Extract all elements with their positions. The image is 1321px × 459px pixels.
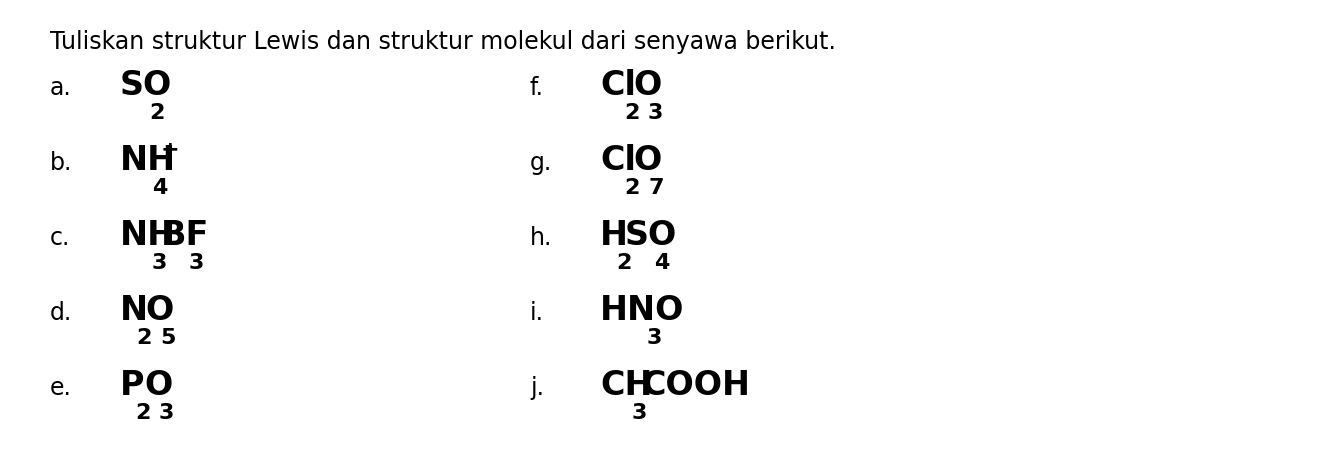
Text: 2: 2 [624, 178, 639, 198]
Text: 3: 3 [189, 253, 205, 273]
Text: 3: 3 [649, 103, 663, 123]
Text: i.: i. [530, 301, 544, 325]
Text: O: O [144, 369, 172, 402]
Text: N: N [120, 294, 148, 327]
Text: 4: 4 [152, 178, 168, 198]
Text: 3: 3 [647, 328, 662, 348]
Text: 2: 2 [149, 103, 164, 123]
Text: f.: f. [530, 76, 544, 100]
Text: c.: c. [50, 226, 70, 250]
Text: e.: e. [50, 376, 71, 400]
Text: COOH: COOH [641, 369, 750, 402]
Text: j.: j. [530, 376, 544, 400]
Text: SO: SO [120, 69, 172, 102]
Text: 7: 7 [649, 178, 663, 198]
Text: CH: CH [600, 369, 653, 402]
Text: a.: a. [50, 76, 71, 100]
Text: Cl: Cl [600, 144, 635, 177]
Text: h.: h. [530, 226, 552, 250]
Text: 2: 2 [624, 103, 639, 123]
Text: H: H [600, 219, 627, 252]
Text: 5: 5 [160, 328, 176, 348]
Text: 3: 3 [152, 253, 168, 273]
Text: 2: 2 [616, 253, 631, 273]
Text: O: O [633, 144, 662, 177]
Text: NH: NH [120, 144, 176, 177]
Text: +: + [161, 140, 180, 160]
Text: BF: BF [161, 219, 209, 252]
Text: 2: 2 [135, 403, 151, 423]
Text: NH: NH [120, 219, 176, 252]
Text: b.: b. [50, 151, 73, 175]
Text: Cl: Cl [600, 69, 635, 102]
Text: O: O [633, 69, 662, 102]
Text: SO: SO [625, 219, 678, 252]
Text: 3: 3 [159, 403, 174, 423]
Text: O: O [145, 294, 173, 327]
Text: Tuliskan struktur Lewis dan struktur molekul dari senyawa berikut.: Tuliskan struktur Lewis dan struktur mol… [50, 30, 836, 54]
Text: 3: 3 [631, 403, 647, 423]
Text: g.: g. [530, 151, 552, 175]
Text: P: P [120, 369, 144, 402]
Text: HNO: HNO [600, 294, 684, 327]
Text: d.: d. [50, 301, 73, 325]
Text: 2: 2 [136, 328, 152, 348]
Text: 4: 4 [654, 253, 670, 273]
